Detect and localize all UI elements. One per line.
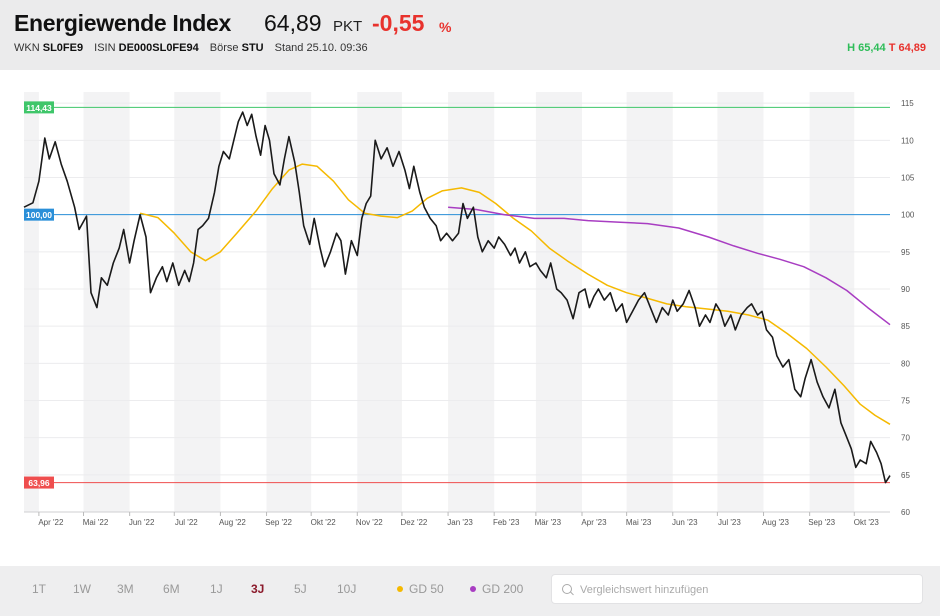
isin-value: DE000SL0FE94 [118,42,199,54]
exchange-label: Börse [209,42,239,54]
month-band [174,92,221,512]
x-tick-label: Mai '22 [83,518,109,527]
legend-gd50[interactable]: GD 50 [397,582,444,596]
x-tick-label: Feb '23 [493,518,520,527]
y-tick-label: 95 [901,248,910,257]
month-band [535,92,582,512]
price-chart[interactable]: 60 65 70 75 80 85 90 95 100 105 110 115 Apr '22 Mai '… [0,70,940,566]
high-low: H 65,44 T 64,89 [847,42,926,54]
x-tick-label: Nov '22 [356,518,383,527]
reference-label: 63,96 [28,478,50,488]
timeframe-1w[interactable]: 1W [73,582,91,596]
month-band [717,92,764,512]
wkn-value: SL0FE9 [42,42,84,54]
x-tick-label: Jun '22 [129,518,155,527]
timeframe-10j[interactable]: 10J [337,582,357,596]
x-tick-label: Mai '23 [626,518,652,527]
x-tick-label: Okt '22 [311,518,337,527]
compare-search[interactable] [551,574,923,604]
wkn-label: WKN [14,42,40,54]
x-tick-label: Mär '23 [535,518,562,527]
timeframe-6m[interactable]: 6M [163,582,180,596]
x-tick-label: Sep '22 [265,518,292,527]
x-tick-label: Okt '23 [854,518,880,527]
isin-label: ISIN [94,42,116,54]
gd50-label: GD 50 [409,582,444,596]
quote-header: Energiewende Index 64,89 PKT -0,55 % WKN… [0,0,940,70]
series-line-index [23,111,891,484]
x-tick-label: Jun '23 [672,518,698,527]
month-band [83,92,130,512]
timeframe-1t[interactable]: 1T [32,582,47,596]
day-low: T 64,89 [888,42,926,54]
gd200-label: GD 200 [482,582,524,596]
x-tick-label: Jan '23 [447,518,473,527]
y-tick-label: 100 [901,211,915,220]
month-band [626,92,673,512]
reference-label-bg [24,101,54,114]
price-change-unit: % [439,19,452,35]
chart-panel[interactable]: 60 65 70 75 80 85 90 95 100 105 110 115 Apr '22 Mai '… [0,70,940,566]
y-tick-label: 70 [901,434,910,443]
x-tick-label: Aug '22 [219,518,246,527]
month-band [809,92,855,512]
timeframe-5j[interactable]: 5J [294,582,307,596]
timeframe-3m[interactable]: 3M [117,582,134,596]
y-tick-label: 90 [901,285,910,294]
month-band [266,92,312,512]
x-tick-label: Apr '22 [38,518,64,527]
month-band [24,92,39,512]
reference-label-bg [24,208,54,221]
y-tick-label: 75 [901,396,910,405]
legend-gd200[interactable]: GD 200 [470,582,523,596]
series-line-gd50 [139,163,891,425]
chart-controls: 1T 1W 3M 6M 1J 3J 5J 10J GD 50 GD 200 [0,566,940,616]
page-title: Energiewende Index [14,10,231,36]
security-meta: WKN SL0FE9 ISIN DE000SL0FE94 Börse STU S… [14,42,368,54]
compare-input[interactable] [578,581,912,599]
x-tick-label: Sep '23 [808,518,835,527]
day-high: H 65,44 [847,42,886,54]
x-tick-label: Jul '22 [175,518,198,527]
y-tick-label: 80 [901,359,910,368]
exchange-value: STU [241,42,264,54]
series-line-gd200 [448,206,891,326]
gd200-dot [470,586,476,592]
last-price: 64,89 [264,10,322,36]
y-tick-label: 65 [901,471,910,480]
y-tick-label: 110 [901,136,914,145]
x-tick-label: Dez '22 [401,518,428,527]
month-band [448,92,495,512]
y-tick-label: 60 [901,508,910,517]
y-tick-label: 105 [901,173,915,182]
x-tick-label: Aug '23 [762,518,789,527]
timeframe-3j[interactable]: 3J [251,582,265,596]
x-tick-label: Jul '23 [718,518,741,527]
timeframe-1j[interactable]: 1J [210,582,223,596]
y-tick-label: 115 [901,99,914,108]
reference-label: 114,43 [26,103,52,113]
gd50-dot [397,586,403,592]
y-tick-label: 85 [901,322,910,331]
timestamp: Stand 25.10. 09:36 [274,42,368,54]
price-unit: PKT [333,18,363,35]
reference-label-bg [24,476,54,489]
reference-label: 100,00 [26,210,52,220]
search-icon [562,584,572,594]
price-change: -0,55 [372,10,425,36]
x-tick-label: Apr '23 [581,518,607,527]
